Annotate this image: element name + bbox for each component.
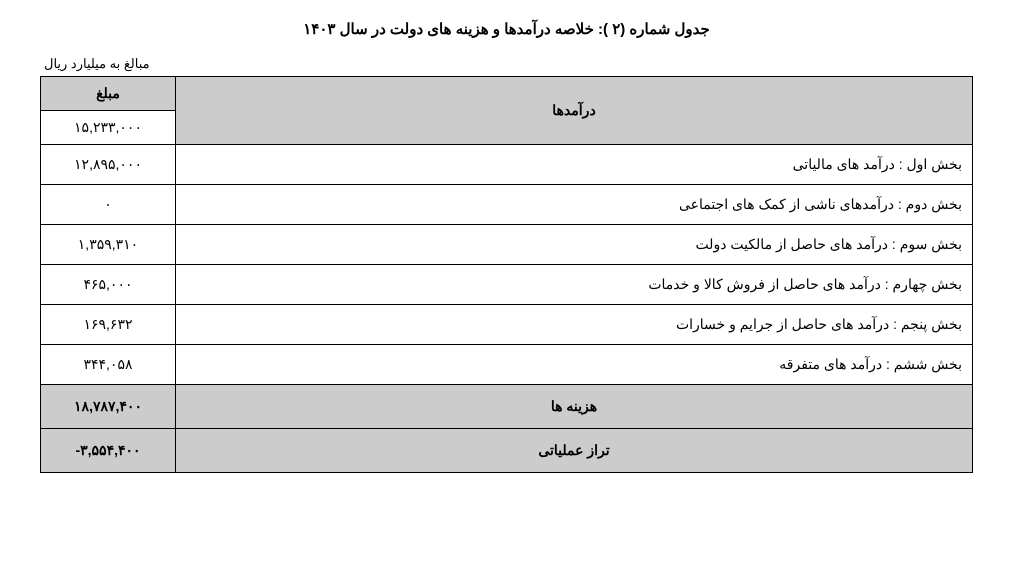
row-amount: ۱۲,۸۹۵,۰۰۰ xyxy=(41,145,176,185)
header-row-1: درآمدها مبلغ xyxy=(41,77,973,111)
expenses-label: هزینه ها xyxy=(176,385,973,429)
table-title: جدول شماره (۲ ): خلاصه درآمدها و هزینه ه… xyxy=(40,20,973,38)
budget-table: درآمدها مبلغ ۱۵,۲۳۳,۰۰۰ بخش اول : درآمد … xyxy=(40,76,973,473)
row-amount: ۰ xyxy=(41,185,176,225)
balance-row: تراز عملیاتی -۳,۵۵۴,۴۰۰ xyxy=(41,429,973,473)
table-row: بخش دوم : درآمدهای ناشی از کمک های اجتما… xyxy=(41,185,973,225)
table-row: بخش سوم : درآمد های حاصل از مالکیت دولت … xyxy=(41,225,973,265)
table-row: بخش ششم : درآمد های متفرقه ۳۴۴,۰۵۸ xyxy=(41,345,973,385)
row-label: بخش اول : درآمد های مالیاتی xyxy=(176,145,973,185)
expenses-row: هزینه ها ۱۸,۷۸۷,۴۰۰ xyxy=(41,385,973,429)
row-label: بخش سوم : درآمد های حاصل از مالکیت دولت xyxy=(176,225,973,265)
revenues-header-cell: درآمدها xyxy=(176,77,973,145)
unit-label: مبالغ به میلیارد ریال xyxy=(40,56,973,72)
row-amount: ۱۶۹,۶۳۲ xyxy=(41,305,176,345)
row-amount: ۴۶۵,۰۰۰ xyxy=(41,265,176,305)
table-row: بخش پنجم : درآمد های حاصل از جرایم و خسا… xyxy=(41,305,973,345)
row-label: بخش چهارم : درآمد های حاصل از فروش کالا … xyxy=(176,265,973,305)
row-amount: ۳۴۴,۰۵۸ xyxy=(41,345,176,385)
amount-header-cell: مبلغ xyxy=(41,77,176,111)
balance-label: تراز عملیاتی xyxy=(176,429,973,473)
row-amount: ۱,۳۵۹,۳۱۰ xyxy=(41,225,176,265)
expenses-amount: ۱۸,۷۸۷,۴۰۰ xyxy=(41,385,176,429)
table-row: بخش اول : درآمد های مالیاتی ۱۲,۸۹۵,۰۰۰ xyxy=(41,145,973,185)
row-label: بخش پنجم : درآمد های حاصل از جرایم و خسا… xyxy=(176,305,973,345)
row-label: بخش دوم : درآمدهای ناشی از کمک های اجتما… xyxy=(176,185,973,225)
row-label: بخش ششم : درآمد های متفرقه xyxy=(176,345,973,385)
revenues-total-cell: ۱۵,۲۳۳,۰۰۰ xyxy=(41,111,176,145)
table-row: بخش چهارم : درآمد های حاصل از فروش کالا … xyxy=(41,265,973,305)
balance-amount: -۳,۵۵۴,۴۰۰ xyxy=(41,429,176,473)
